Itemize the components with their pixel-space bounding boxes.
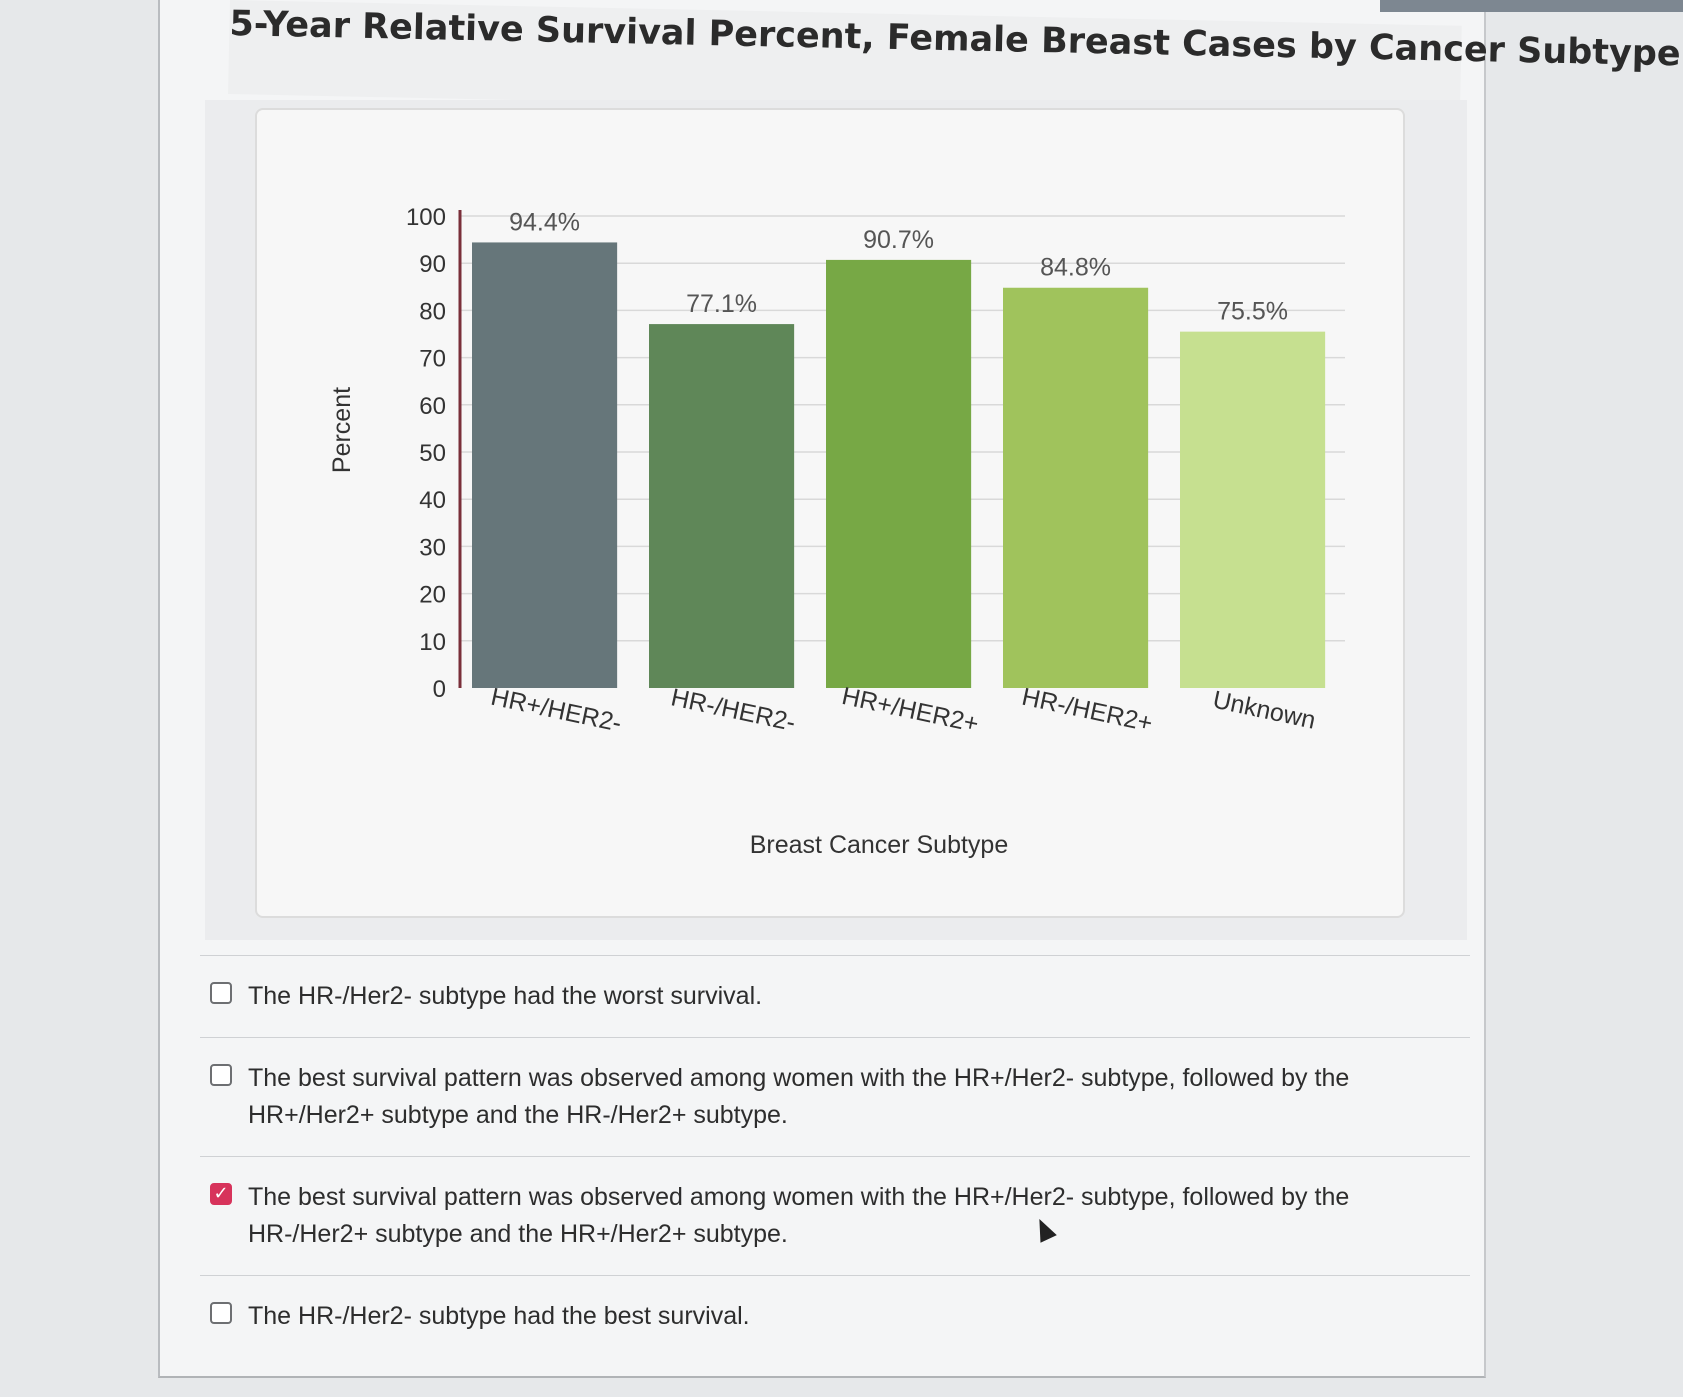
y-tick-label: 10	[419, 629, 446, 656]
x-tick-label: HR-/HER2-	[669, 683, 798, 737]
option-4-checkbox[interactable]	[210, 1302, 232, 1324]
option-2-checkbox[interactable]	[210, 1064, 232, 1086]
bar-3	[826, 259, 972, 688]
y-tick-label: 60	[419, 393, 446, 420]
option-3-label: The best survival pattern was observed a…	[248, 1183, 1350, 1248]
option-2[interactable]: The best survival pattern was observed a…	[200, 1038, 1470, 1156]
option-2-label: The best survival pattern was observed a…	[248, 1064, 1350, 1129]
option-4-label: The HR-/Her2- subtype had the best survi…	[248, 1302, 750, 1330]
answer-options: The HR-/Her2- subtype had the worst surv…	[200, 955, 1470, 1357]
bar-value-label: 77.1%	[686, 290, 757, 318]
divider	[200, 1037, 1470, 1038]
bars	[472, 242, 1326, 688]
x-tick-label: Unknown	[1210, 686, 1318, 735]
y-tick-label: 0	[433, 676, 446, 703]
option-3[interactable]: ✓ The best survival pattern was observed…	[200, 1157, 1470, 1275]
y-tick-label: 20	[419, 582, 446, 609]
option-4[interactable]: The HR-/Her2- subtype had the best survi…	[200, 1276, 1470, 1357]
top-bar	[1380, 0, 1683, 12]
divider	[200, 1275, 1470, 1276]
x-tick-label: HR+/HER2-	[488, 683, 624, 738]
option-1[interactable]: The HR-/Her2- subtype had the worst surv…	[200, 956, 1470, 1037]
x-axis: HR+/HER2- HR-/HER2- HR+/HER2+ HR-/HER2+ Unkn…	[488, 682, 1318, 738]
bar-value-label: 84.8%	[1040, 254, 1111, 282]
bar-value-label: 94.4%	[509, 208, 580, 236]
option-1-checkbox[interactable]	[210, 982, 232, 1004]
y-tick-label: 70	[419, 346, 446, 373]
bar-1	[472, 242, 618, 688]
survival-bar-chart: 94.4% 77.1% 90.7% 84.8% 75.5% 0 10 20 30 40 50 60 7…	[328, 204, 1345, 859]
divider	[200, 1156, 1470, 1157]
x-axis-label: Breast Cancer Subtype	[750, 831, 1008, 859]
y-axis: 0 10 20 30 40 50 60 70 80 90 100	[406, 204, 462, 703]
divider	[200, 955, 1470, 956]
bar-value-label: 90.7%	[863, 226, 934, 254]
data-labels: 94.4% 77.1% 90.7% 84.8% 75.5%	[509, 208, 1288, 325]
y-tick-label: 80	[419, 298, 446, 325]
option-1-label: The HR-/Her2- subtype had the worst surv…	[248, 982, 763, 1010]
y-tick-label: 90	[419, 251, 446, 278]
bar-5	[1180, 331, 1326, 688]
y-axis-label: Percent	[328, 387, 356, 473]
bar-2	[649, 324, 795, 688]
x-tick-label: HR+/HER2+	[839, 682, 981, 738]
y-tick-label: 40	[419, 487, 446, 514]
bar-4	[1003, 287, 1149, 688]
y-tick-label: 30	[419, 534, 446, 561]
check-icon: ✓	[213, 1183, 229, 1204]
y-tick-label: 100	[406, 204, 446, 231]
x-tick-label: HR-/HER2+	[1019, 683, 1155, 738]
bar-value-label: 75.5%	[1217, 298, 1288, 326]
option-3-checkbox[interactable]: ✓	[210, 1183, 232, 1205]
y-tick-label: 50	[419, 440, 446, 467]
